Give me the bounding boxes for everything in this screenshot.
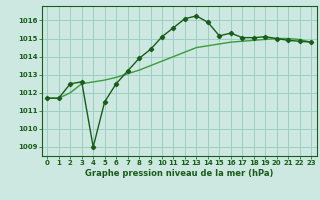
X-axis label: Graphe pression niveau de la mer (hPa): Graphe pression niveau de la mer (hPa): [85, 169, 273, 178]
